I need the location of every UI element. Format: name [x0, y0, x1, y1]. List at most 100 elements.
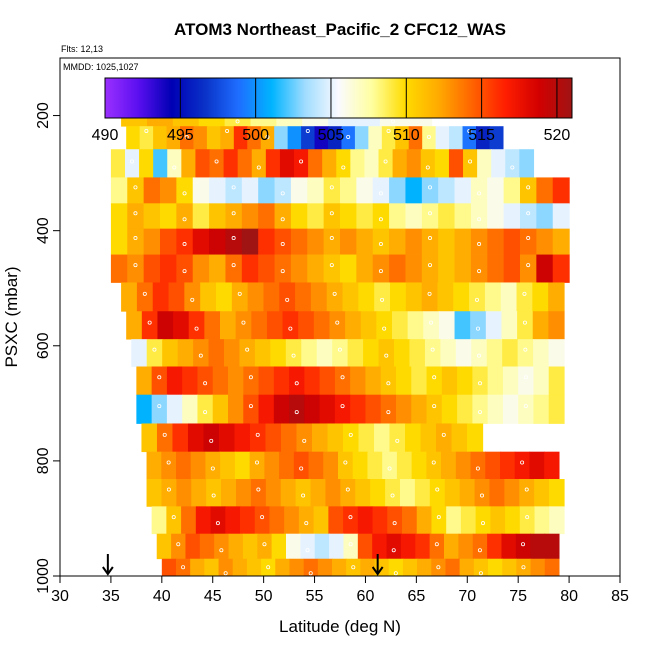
sample-point	[427, 291, 432, 296]
heatmap-cell	[257, 533, 273, 560]
heatmap-cell	[258, 366, 275, 396]
heatmap-cell	[131, 339, 148, 367]
heatmap-cell	[192, 177, 210, 204]
colorbar-tick-label: 515	[468, 127, 495, 144]
heatmap-cell	[197, 366, 214, 396]
heatmap-cell	[520, 203, 537, 230]
sample-point	[380, 297, 385, 302]
sample-point	[133, 263, 138, 268]
sample-point	[266, 565, 271, 570]
heatmap-cell	[517, 339, 534, 367]
heatmap-cell	[370, 479, 386, 507]
sample-point	[176, 542, 181, 547]
heatmap-cell	[405, 203, 423, 230]
heatmap-cell	[454, 254, 472, 283]
heatmap-cell	[295, 282, 312, 312]
heatmap-row	[146, 451, 560, 480]
sample-point	[382, 326, 387, 331]
heatmap-cell	[161, 479, 177, 507]
heatmap-cell	[146, 339, 163, 367]
heatmap-cell	[417, 558, 432, 576]
heatmap-row	[146, 479, 565, 507]
sample-point	[288, 326, 293, 331]
heatmap-cell	[355, 479, 371, 507]
heatmap-cell	[151, 366, 168, 396]
heatmap-cell	[340, 228, 357, 255]
sample-point	[441, 432, 446, 437]
heatmap-cell	[414, 479, 431, 507]
heatmap-cell	[458, 533, 474, 560]
sample-point	[378, 242, 383, 247]
heatmap-cell	[228, 366, 244, 396]
heatmap-cell	[313, 506, 329, 535]
sample-point	[378, 269, 383, 274]
heatmap-cell	[389, 177, 407, 204]
heatmap-cell	[205, 451, 221, 480]
heatmap-cell	[438, 228, 456, 255]
heatmap-cell	[484, 282, 502, 312]
sample-point	[526, 211, 531, 216]
sample-point	[427, 185, 432, 190]
heatmap-cell	[323, 228, 341, 255]
heatmap-cell	[317, 558, 333, 576]
sample-point	[248, 375, 253, 380]
x-axis: 30 35 40 45 50 55 60 65 70 75 80 85	[51, 575, 629, 605]
heatmap-cell	[210, 506, 226, 535]
heatmap-cell	[502, 558, 517, 576]
sample-point	[280, 269, 285, 274]
x-tick-label: 75	[509, 588, 527, 605]
heatmap-cell	[421, 228, 439, 255]
heatmap-cell	[402, 506, 418, 535]
heatmap-cell	[441, 366, 458, 396]
heatmap-cell	[258, 394, 275, 424]
heatmap-cell	[224, 339, 241, 367]
sample-point	[308, 571, 313, 576]
sample-point	[166, 487, 171, 492]
heatmap-cell	[505, 506, 521, 535]
heatmap-cell	[263, 282, 280, 312]
heatmap-cell	[431, 558, 447, 576]
sample-point	[427, 263, 432, 268]
sample-point	[335, 320, 340, 325]
heatmap-cell	[372, 203, 390, 230]
heatmap-cell	[223, 149, 239, 178]
heatmap-cell	[162, 339, 179, 367]
sample-point	[133, 185, 138, 190]
sample-point	[280, 191, 285, 196]
heatmap-cell	[173, 311, 190, 340]
sample-point	[256, 165, 261, 170]
heatmap-cell	[127, 254, 145, 283]
heatmap-cell	[534, 479, 550, 507]
heatmap-cell	[289, 366, 305, 396]
x-tick-label: 30	[51, 588, 69, 605]
sample-point	[203, 410, 208, 415]
heatmap-cell	[190, 558, 205, 576]
heatmap-cell	[392, 311, 409, 340]
heatmap-cell	[188, 311, 205, 340]
heatmap-cell	[448, 149, 464, 178]
heatmap-cell	[470, 203, 488, 230]
sample-point	[305, 548, 310, 553]
sample-point	[475, 466, 480, 471]
heatmap-cell	[233, 126, 248, 150]
heatmap-cell	[356, 254, 374, 283]
heatmap-cell	[152, 282, 170, 312]
heatmap-cell	[247, 126, 262, 150]
heatmap-row	[110, 254, 570, 283]
heatmap-cell	[503, 177, 521, 204]
heatmap-cell	[411, 451, 427, 480]
sample-point	[302, 438, 307, 443]
sample-point	[299, 159, 304, 164]
heatmap-cell	[454, 311, 471, 340]
heatmap-cell	[328, 506, 344, 535]
heatmap-cell	[374, 282, 391, 312]
heatmap-cell	[460, 506, 477, 535]
heatmap-cell	[356, 177, 374, 204]
heatmap-cell	[548, 339, 565, 367]
heatmap-cell	[203, 423, 220, 453]
heatmap-cell	[357, 506, 374, 535]
heatmap-cell	[269, 506, 285, 535]
heatmap-cell	[454, 203, 472, 230]
sample-point	[523, 347, 528, 352]
